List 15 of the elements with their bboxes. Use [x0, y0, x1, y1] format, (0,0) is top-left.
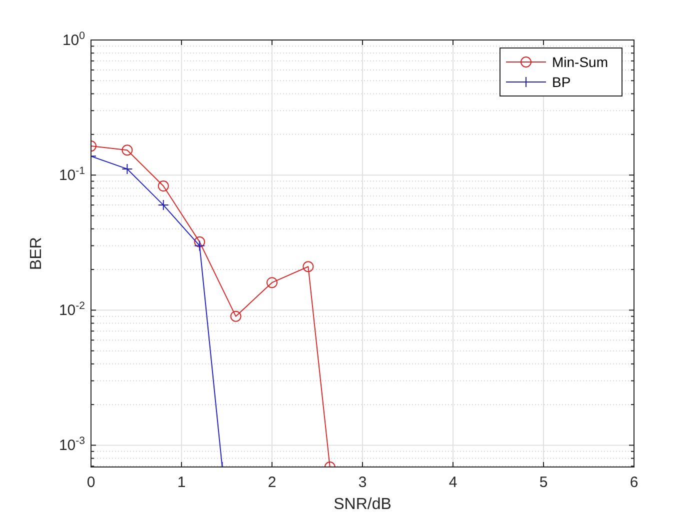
- x-tick-label: 4: [448, 474, 458, 491]
- y-tick-label: 10$^{-3}$: [58, 435, 86, 454]
- legend-label: Min-Sum: [552, 54, 608, 70]
- y-tick-label: 10$^{0}$: [62, 30, 86, 49]
- legend-label: BP: [552, 74, 571, 90]
- y-tick-label: 10$^{-2}$: [58, 300, 86, 320]
- x-tick-label: 6: [630, 474, 638, 491]
- x-tick-label: 5: [539, 474, 548, 491]
- x-axis-title: SNR/dB: [334, 496, 392, 513]
- x-tick-label: 3: [358, 474, 367, 491]
- x-tick-label: 2: [268, 474, 276, 491]
- y-axis-title: BER: [28, 237, 45, 270]
- x-tick-label: 1: [177, 474, 186, 491]
- y-tick-label: 10$^{-1}$: [58, 165, 86, 184]
- x-tick-label: 0: [86, 474, 96, 491]
